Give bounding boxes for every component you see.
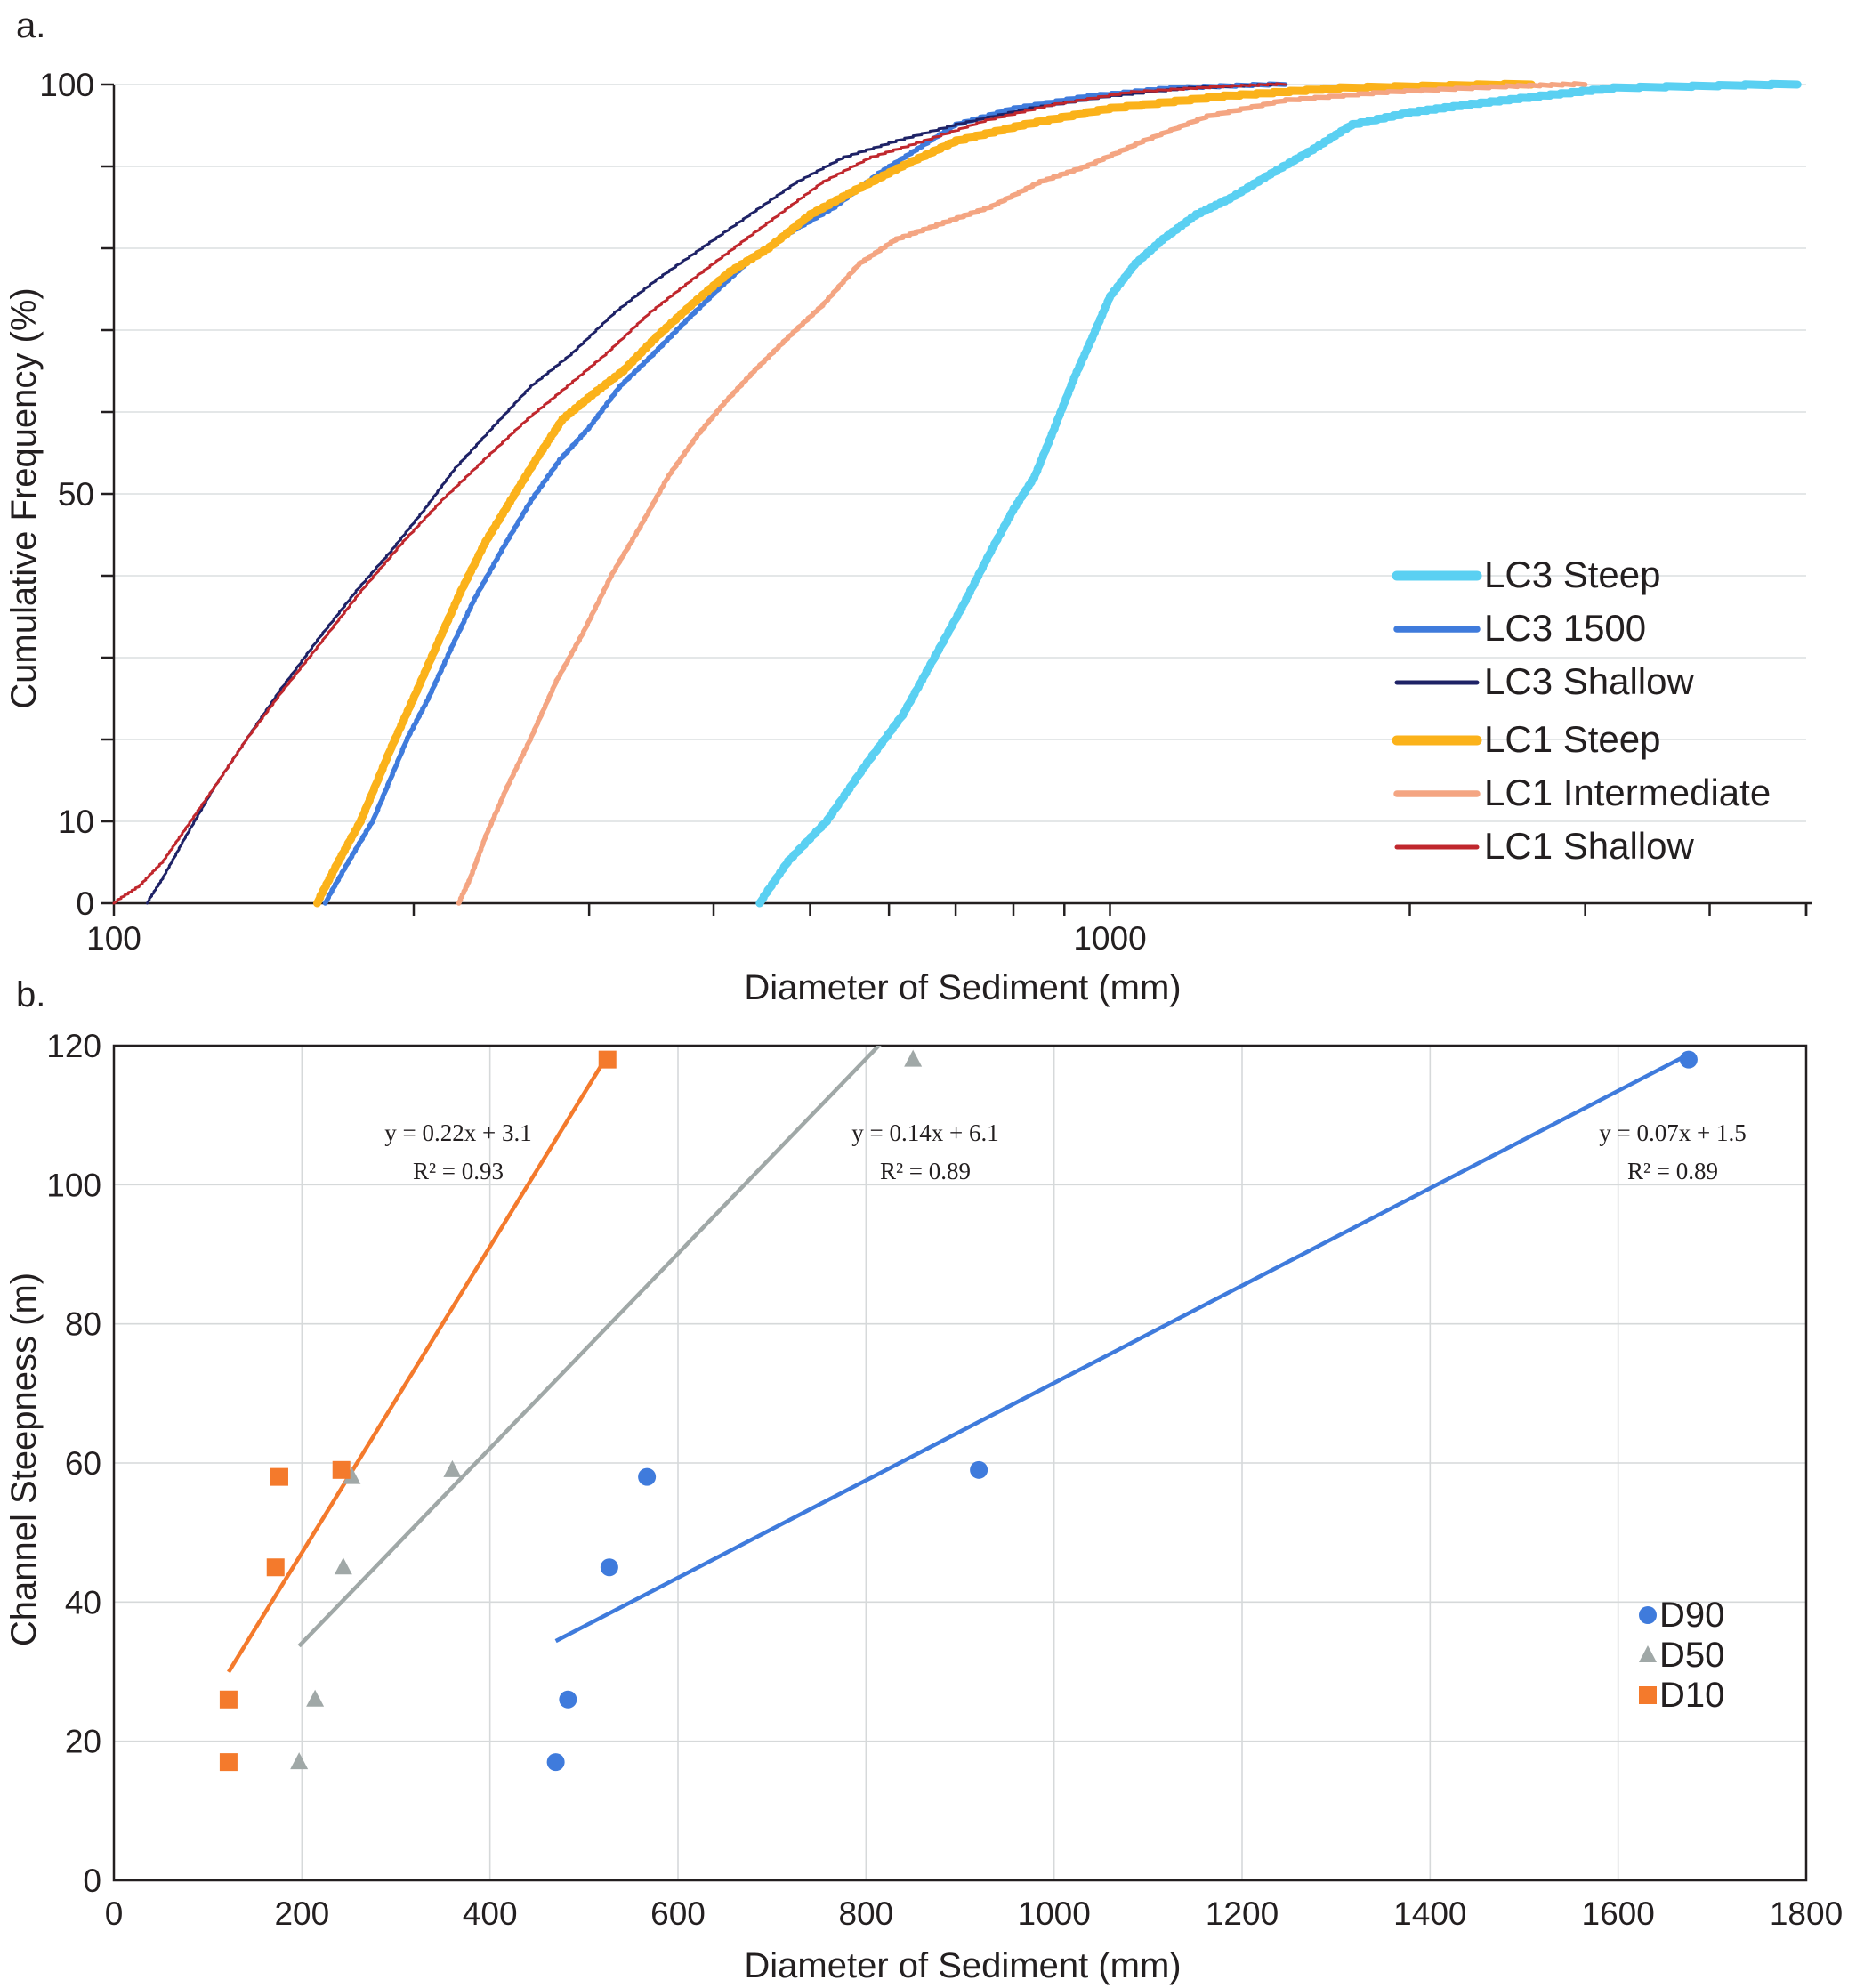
chart-a-x-axis-title: Diameter of Sediment (mm): [744, 968, 1181, 1007]
marker-d90-5: [1679, 1050, 1698, 1069]
legend-label-5: LC1 Shallow: [1484, 825, 1694, 867]
series-line-lc3-steep: [755, 79, 1802, 908]
chart-b-gridlines: [114, 1046, 1806, 1880]
legend-label-d10: D10: [1659, 1676, 1724, 1715]
x-tick-label-600: 600: [650, 1895, 706, 1932]
y-tick-label-0: 0: [76, 885, 94, 922]
plot-frame: [112, 1044, 1808, 1882]
legend-label-4: LC1 Intermediate: [1484, 772, 1771, 813]
x-tick-label-1000: 1000: [1073, 920, 1146, 957]
marker-d90-1: [559, 1690, 577, 1709]
panel-b-label: b.: [16, 975, 45, 1014]
legend-label-0: LC3 Steep: [1484, 554, 1660, 595]
x-tick-label-0: 0: [105, 1895, 124, 1932]
marker-d50-0: [290, 1752, 309, 1770]
marker-d50-2: [334, 1557, 352, 1575]
chart-a-legend: LC3 Steep LC3 1500 LC3 Shallow LC1 Steep LC1…: [1392, 554, 1771, 867]
x-tick-label-1800: 1800: [1770, 1895, 1843, 1932]
x-tick-label-1400: 1400: [1393, 1895, 1466, 1932]
marker-d50-5: [904, 1049, 923, 1067]
x-tick-label-100: 100: [86, 920, 141, 957]
equation-d50: y = 0.14x + 6.1: [851, 1119, 998, 1146]
legend-label-d90: D90: [1659, 1596, 1724, 1635]
legend-label-1: LC3 1500: [1484, 607, 1646, 649]
marker-d10-5: [598, 1050, 617, 1069]
legend-label-3: LC1 Steep: [1484, 718, 1660, 760]
chart-a-axes: [101, 83, 1812, 916]
trendline-d10: [226, 1054, 609, 1674]
chart-a-series-lines: [112, 79, 1802, 908]
series-line-lc1-intermediate: [456, 81, 1588, 906]
legend-marker-d10: [1639, 1686, 1657, 1704]
y-tick-label-120: 120: [46, 1028, 101, 1064]
marker-d10-1: [219, 1690, 238, 1709]
y-tick-label-50: 50: [58, 476, 94, 513]
marker-d90-2: [600, 1558, 618, 1577]
r2-d90: R² = 0.89: [1627, 1158, 1718, 1184]
equation-d90: y = 0.07x + 1.5: [1599, 1119, 1746, 1146]
y-tick-label-20: 20: [65, 1724, 101, 1760]
marker-d50-4: [443, 1459, 462, 1477]
chart-b-trendlines: [226, 1046, 1690, 1674]
equation-d10: y = 0.22x + 3.1: [384, 1119, 531, 1146]
chart-a-tick-labels: 0 10 50 100 100 1000: [39, 67, 1146, 957]
trendline-d50: [297, 1046, 882, 1648]
y-tick-label-100: 100: [46, 1167, 101, 1203]
chart-b-equations: y = 0.07x + 1.5 R² = 0.89 y = 0.14x + 6.1 R…: [384, 1119, 1746, 1184]
y-tick-label-100: 100: [39, 67, 94, 103]
marker-d10-2: [266, 1558, 285, 1577]
y-tick-label-80: 80: [65, 1306, 101, 1343]
legend-marker-d90: [1639, 1606, 1657, 1624]
y-tick-label-0: 0: [83, 1863, 101, 1899]
marker-d50-1: [306, 1689, 325, 1707]
x-tick-label-1000: 1000: [1018, 1895, 1091, 1932]
trendline-d90: [554, 1052, 1690, 1644]
x-tick-label-800: 800: [838, 1895, 893, 1932]
x-tick-label-1200: 1200: [1206, 1895, 1279, 1932]
x-tick-label-400: 400: [463, 1895, 518, 1932]
marker-d90-3: [638, 1467, 657, 1486]
marker-d90-4: [970, 1460, 988, 1479]
chart-b-markers: [219, 1049, 1698, 1772]
y-tick-label-10: 10: [58, 804, 94, 840]
marker-d10-4: [332, 1460, 351, 1479]
legend-label-2: LC3 Shallow: [1484, 660, 1694, 702]
x-tick-label-1600: 1600: [1582, 1895, 1655, 1932]
chart-b-plot-frame: [112, 1044, 1808, 1882]
series-line-lc1-steep: [313, 79, 1536, 908]
chart-b-y-axis-title: Channel Steepness (m): [4, 1273, 44, 1646]
r2-d10: R² = 0.93: [413, 1158, 504, 1184]
chart-a-y-axis-title: Cumulative Frequency (%): [4, 287, 44, 709]
marker-d10-3: [270, 1467, 288, 1486]
r2-d50: R² = 0.89: [880, 1158, 971, 1184]
x-tick-label-200: 200: [274, 1895, 329, 1932]
y-tick-label-60: 60: [65, 1445, 101, 1482]
y-tick-label-40: 40: [65, 1584, 101, 1620]
marker-d50-3: [343, 1467, 361, 1484]
chart-a-gridlines: [114, 84, 1806, 822]
marker-d10-0: [219, 1753, 238, 1772]
marker-d90-0: [546, 1753, 565, 1772]
legend-marker-d50: [1639, 1645, 1657, 1662]
chart-a: a. 0 10 50 100 100 1000 Diameter of Sediment …: [4, 6, 1812, 1007]
series-line-lc1-shallow: [112, 82, 1287, 905]
chart-b-x-axis-title: Diameter of Sediment (mm): [744, 1946, 1181, 1985]
legend-label-d50: D50: [1659, 1636, 1724, 1675]
panel-a-label: a.: [16, 6, 45, 45]
